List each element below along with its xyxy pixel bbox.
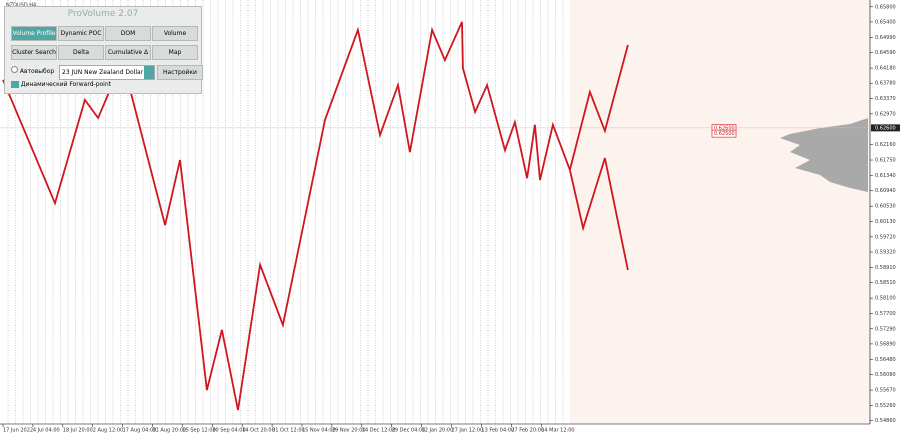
instrument: 23 JUN New Zealand Dollar [62, 69, 144, 76]
tool-button[interactable]: DOM [105, 26, 151, 41]
x-tick-label: 12 Jan 20:00 [422, 428, 454, 434]
auto-select-label: Автовыбор [19, 68, 55, 75]
y-tick-label: 0.54860 [875, 418, 896, 424]
zigzag-line [569, 157, 629, 271]
tool-button[interactable]: Cumulative Δ [105, 45, 151, 60]
future-area [570, 0, 870, 424]
x-tick-label: 31 Aug 20:00 [152, 428, 186, 434]
x-tick-label: 14 Dec 12:00 [362, 428, 396, 434]
forward-point-label: Динамический Forward-point [20, 81, 111, 88]
y-tick-label: 0.63370 [875, 96, 896, 102]
symbol: NZDUSD,H4 [6, 3, 36, 9]
y-tick-label: 0.56890 [875, 341, 896, 347]
y-tick-label: 0.58100 [875, 296, 896, 302]
y-tick-label: 0.56080 [875, 372, 896, 378]
volume-profile [780, 118, 868, 192]
price-box [871, 124, 900, 132]
x-tick-label: 29 Nov 20:00 [332, 428, 366, 434]
x-tick-label: 27 Feb 20:00 [511, 428, 544, 434]
x-tick-label: 15 Sep 12:00 [182, 428, 215, 434]
y-tick-label: 0.60940 [875, 188, 896, 194]
x-tick-label: 15 Nov 04:00 [302, 428, 336, 434]
y-tick-label: 0.61340 [875, 173, 896, 179]
price-label: 0.62600 [875, 125, 896, 131]
zigzag-line [569, 44, 629, 171]
y-tick-label: 0.62160 [875, 142, 896, 148]
y-tick-label: 0.56480 [875, 357, 896, 363]
y-tick-label: 0.64180 [875, 66, 896, 72]
x-tick-label: 4 Jul 04:00 [33, 428, 60, 434]
x-tick-label: 27 Jan 12:00 [451, 428, 483, 434]
y-tick-label: 0.60530 [875, 204, 896, 210]
x-tick-label: 31 Oct 12:00 [272, 428, 305, 434]
y-tick-label: 0.61750 [875, 158, 896, 164]
y-tick-label: 0.65800 [875, 4, 896, 10]
level-label: 0.62600 [714, 125, 735, 131]
instrument-select[interactable]: 23 JUN New Zealand Dollar [59, 65, 155, 80]
level-label: 0.62500 [714, 131, 735, 137]
y-tick-label: 0.58510 [875, 280, 896, 286]
provolume-panel: ProVolume 2.07 Автовыбор 23 JUN New Zeal… [4, 6, 203, 94]
y-tick-label: 0.58910 [875, 265, 896, 271]
x-tick-label: 18 Jul 20:00 [63, 428, 93, 434]
y-tick-label: 0.63780 [875, 81, 896, 87]
level-box [711, 129, 737, 138]
y-tick-label: 0.64990 [875, 35, 896, 41]
y-tick-label: 0.60130 [875, 219, 896, 225]
y-tick-label: 0.55260 [875, 403, 896, 409]
tool-button[interactable]: Dynamic POC [58, 26, 104, 41]
x-tick-label: 13 Feb 04:00 [481, 428, 514, 434]
y-tick-label: 0.62970 [875, 111, 896, 117]
tool-button[interactable]: Map [152, 45, 198, 60]
x-tick-label: 2 Aug 12:00 [93, 428, 124, 434]
x-tick-label: 14 Mar 12:00 [541, 428, 574, 434]
tool-button[interactable]: Volume [152, 26, 198, 41]
x-tick-label: 29 Dec 04:00 [392, 428, 426, 434]
forward-point[interactable]: Динамический Forward-point [11, 81, 111, 88]
y-tick-label: 0.64590 [875, 50, 896, 56]
x-tick-label: 17 Aug 04:00 [123, 428, 157, 434]
y-tick-label: 0.55670 [875, 388, 896, 394]
tool-button[interactable]: Volume Profile [11, 26, 57, 41]
y-tick-label: 0.59320 [875, 249, 896, 255]
panel-title: ProVolume 2.07 [67, 9, 139, 19]
settings-button[interactable]: Настройки [157, 65, 203, 80]
y-tick-label: 0.65400 [875, 19, 896, 25]
auto-select[interactable]: Автовыбор [11, 66, 54, 75]
x-tick-label: 17 Jun 2022 [3, 428, 33, 434]
tool-button[interactable]: Cluster Search [11, 45, 57, 60]
tool-button[interactable]: Delta [58, 45, 104, 60]
x-tick-label: 30 Sep 04:00 [212, 428, 245, 434]
x-tick-label: 14 Oct 20:00 [242, 428, 275, 434]
y-tick-label: 0.57290 [875, 326, 896, 332]
y-tick-label: 0.57700 [875, 311, 896, 317]
y-tick-label: 0.59720 [875, 234, 896, 240]
